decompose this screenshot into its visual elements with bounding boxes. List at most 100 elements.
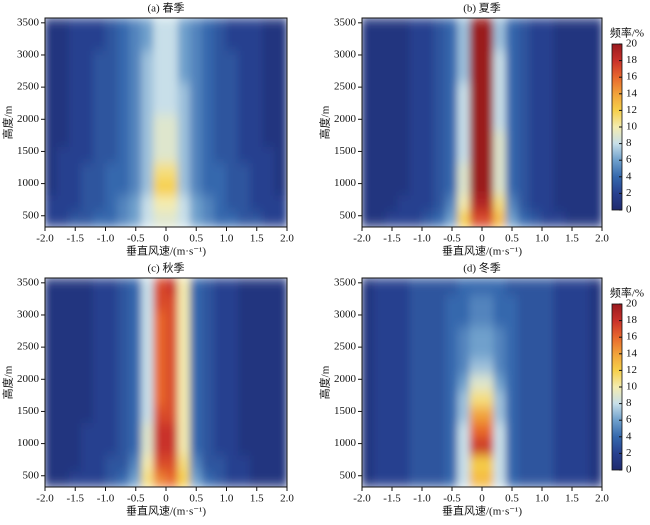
- heat-cell: [481, 293, 495, 311]
- heat-cell: [397, 325, 411, 343]
- heat-cell: [165, 309, 179, 327]
- heat-cell: [577, 357, 591, 375]
- heat-cell: [577, 278, 591, 295]
- heat-cell: [177, 470, 191, 487]
- heat-cell: [141, 341, 155, 359]
- heat-cell: [433, 373, 447, 392]
- colorbar-tick-label: 20: [626, 38, 638, 50]
- heat-cell: [373, 341, 387, 359]
- heat-cell: [493, 178, 507, 196]
- colorbar-tick-label: 2: [626, 447, 632, 459]
- heat-cell: [250, 113, 264, 132]
- x-axis-label: 垂直风速/(m·s⁻¹): [126, 504, 206, 518]
- heat-cell: [362, 390, 375, 408]
- heat-cell: [56, 438, 70, 456]
- heat-cell: [373, 97, 387, 115]
- heat-cell: [117, 194, 131, 212]
- heat-cell: [553, 438, 567, 456]
- y-tick-label: 3000: [334, 49, 357, 61]
- heat-cell: [129, 49, 143, 67]
- heat-cell: [373, 178, 387, 196]
- heat-cell: [553, 390, 567, 408]
- heat-cell: [250, 470, 264, 487]
- heat-cell: [105, 278, 119, 295]
- heat-cell: [553, 113, 567, 132]
- heat-cell: [105, 33, 119, 51]
- heat-cell: [577, 49, 591, 67]
- heat-cell: [373, 210, 387, 227]
- heat-cell: [56, 390, 70, 408]
- heat-cell: [56, 194, 70, 212]
- y-tick-label: 500: [340, 209, 357, 221]
- heat-cell: [469, 422, 483, 440]
- heat-cell: [433, 18, 447, 35]
- heat-cell: [541, 33, 555, 51]
- heat-cell: [56, 278, 70, 295]
- heat-cell: [469, 373, 483, 392]
- heat-cell: [409, 373, 423, 392]
- heat-cell: [385, 470, 399, 487]
- heat-cell: [577, 470, 591, 487]
- heat-cell: [201, 406, 215, 424]
- heat-cell: [362, 97, 375, 115]
- heat-cell: [201, 293, 215, 311]
- x-tick-label: -0.5: [127, 493, 145, 505]
- heat-cell: [385, 373, 399, 392]
- heat-cell: [445, 373, 459, 392]
- heat-cell: [409, 49, 423, 67]
- x-tick-label: -2.0: [353, 493, 371, 505]
- heat-cell: [92, 341, 106, 359]
- heat-cell: [529, 81, 543, 99]
- heat-cell: [92, 438, 106, 456]
- heat-cell: [262, 194, 276, 212]
- heat-cell: [589, 325, 602, 343]
- heat-cell: [201, 325, 215, 343]
- heat-cell: [362, 470, 375, 487]
- heat-cell: [201, 390, 215, 408]
- heat-cell: [553, 325, 567, 343]
- heat-cell: [141, 146, 155, 164]
- heat-cell: [409, 210, 423, 227]
- heat-cell: [589, 390, 602, 408]
- heat-cell: [226, 454, 240, 472]
- heat-cell: [362, 162, 375, 180]
- heat-cell: [105, 210, 119, 227]
- heat-cell: [177, 438, 191, 456]
- heat-cell: [541, 422, 555, 440]
- heat-cell: [129, 390, 143, 408]
- heat-cell: [541, 470, 555, 487]
- heat-cell: [201, 341, 215, 359]
- heatmap: [362, 278, 602, 487]
- heat-cell: [117, 33, 131, 51]
- heat-cell: [362, 325, 375, 343]
- heat-cell: [238, 81, 252, 99]
- heat-cell: [165, 438, 179, 456]
- heat-cell: [189, 470, 203, 487]
- heat-cell: [481, 18, 495, 35]
- heat-cell: [565, 470, 579, 487]
- heat-cell: [589, 113, 602, 132]
- heat-cell: [213, 18, 227, 35]
- heat-cell: [433, 293, 447, 311]
- heat-cell: [529, 406, 543, 424]
- y-tick-label: 3000: [17, 309, 40, 321]
- heat-cell: [505, 470, 519, 487]
- heat-cell: [177, 18, 191, 35]
- heat-cell: [165, 194, 179, 212]
- heat-cell: [68, 454, 82, 472]
- heat-cell: [213, 406, 227, 424]
- heat-cell: [469, 210, 483, 227]
- heat-cell: [262, 97, 276, 115]
- heat-cell: [92, 210, 106, 227]
- heat-cell: [238, 49, 252, 67]
- heat-cell: [529, 341, 543, 359]
- heat-cell: [80, 162, 94, 180]
- heat-cell: [45, 293, 58, 311]
- heat-cell: [505, 210, 519, 227]
- heat-cell: [68, 81, 82, 99]
- heat-cell: [397, 406, 411, 424]
- heat-cell: [117, 49, 131, 67]
- heat-cell: [589, 81, 602, 99]
- heat-cell: [421, 309, 435, 327]
- heat-cell: [529, 33, 543, 51]
